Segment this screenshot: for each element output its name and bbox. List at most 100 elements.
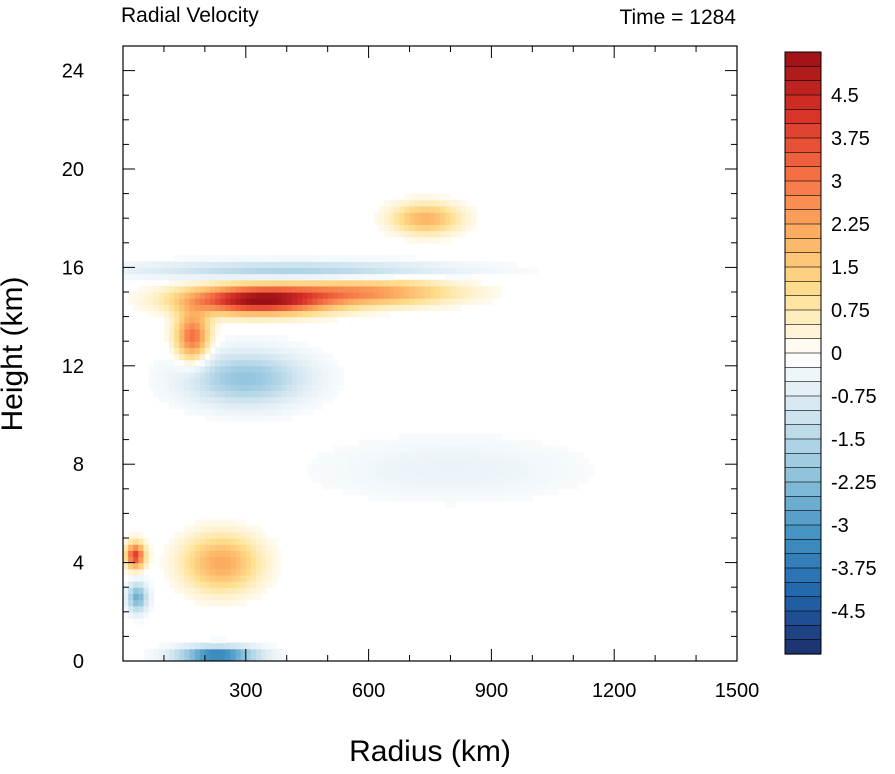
field-cell: [148, 310, 155, 318]
field-cell: [435, 261, 441, 268]
field-cell: [194, 335, 201, 342]
field-cell: [455, 261, 462, 268]
field-cell: [271, 562, 278, 570]
field-cell: [430, 488, 436, 496]
field-cell: [225, 371, 232, 379]
field-cell: [506, 488, 513, 496]
field-cell: [296, 273, 303, 281]
field-cell: [230, 556, 237, 564]
field-cell: [291, 292, 298, 299]
field-cell: [327, 378, 334, 385]
field-cell: [261, 574, 267, 582]
field-cell: [424, 439, 431, 447]
field-cell: [276, 341, 283, 348]
field-cell: [496, 292, 503, 299]
field-cell: [440, 230, 446, 238]
field-cell: [348, 310, 354, 318]
field-cell: [184, 581, 191, 588]
field-cell: [240, 384, 247, 391]
field-cell: [194, 531, 201, 539]
field-cell: [261, 292, 267, 299]
field-cell: [445, 273, 452, 281]
field-cell: [189, 359, 196, 367]
field-cell: [230, 538, 237, 545]
field-cell: [179, 304, 185, 312]
field-cell: [184, 335, 191, 342]
field-cell: [138, 617, 145, 625]
field-cell: [215, 371, 221, 379]
field-cell: [291, 298, 298, 305]
field-cell: [501, 267, 508, 275]
field-cell: [450, 464, 457, 471]
field-cell: [256, 648, 262, 656]
field-cell: [209, 353, 216, 361]
colorbar-bin: [784, 295, 822, 311]
field-cell: [501, 494, 508, 502]
field-cell: [327, 371, 334, 379]
field-cell: [204, 390, 211, 398]
field-cell: [399, 470, 406, 478]
field-cell: [394, 464, 400, 471]
field-cell: [424, 298, 431, 305]
field-cell: [450, 267, 457, 275]
field-cell: [174, 298, 180, 305]
field-cell: [486, 494, 492, 502]
field-cell: [266, 335, 272, 342]
field-cell: [225, 519, 232, 527]
field-cell: [194, 390, 201, 398]
field-cell: [491, 433, 498, 441]
field-cell: [261, 384, 267, 391]
field-cell: [358, 439, 365, 447]
field-cell: [399, 439, 406, 447]
field-cell: [424, 304, 431, 312]
field-cell: [322, 261, 329, 268]
field-cell: [399, 267, 406, 275]
field-cell: [450, 205, 457, 213]
field-cell: [460, 205, 467, 213]
field-cell: [163, 396, 170, 404]
field-cell: [496, 476, 503, 484]
field-cell: [266, 285, 272, 293]
field-cell: [153, 267, 160, 275]
field-cell: [209, 408, 216, 416]
field-cell: [143, 599, 150, 607]
field-cell: [450, 433, 457, 441]
field-cell: [138, 544, 145, 551]
field-cell: [235, 402, 242, 410]
field-cell: [235, 335, 242, 342]
field-cell: [547, 458, 554, 465]
field-cell: [261, 316, 267, 324]
field-cell: [419, 458, 426, 465]
field-cell: [343, 292, 349, 299]
field-cell: [220, 562, 226, 570]
field-cell: [383, 439, 390, 447]
field-cell: [163, 556, 170, 564]
field-cell: [373, 445, 380, 453]
field-cell: [563, 470, 569, 478]
field-cell: [189, 568, 196, 576]
field-cell: [317, 353, 324, 361]
field-cell: [240, 279, 247, 287]
field-cell: [460, 482, 467, 490]
field-cell: [235, 304, 242, 312]
field-cell: [312, 255, 319, 262]
field-cell: [123, 568, 129, 576]
field-cell: [383, 273, 390, 281]
field-cell: [542, 445, 549, 453]
field-cell: [368, 488, 375, 496]
colorbar-bin: [784, 481, 822, 497]
field-cell: [163, 654, 170, 661]
field-cell: [204, 562, 211, 570]
field-cell: [450, 279, 457, 287]
colorbar-bin: [784, 94, 822, 110]
field-cell: [563, 451, 569, 459]
field-cell: [209, 642, 216, 650]
field-cell: [256, 371, 262, 379]
field-cell: [199, 267, 206, 275]
field-cell: [266, 255, 272, 262]
field-cell: [240, 285, 247, 293]
field-cell: [383, 470, 390, 478]
field-cell: [220, 593, 226, 601]
field-cell: [261, 568, 267, 576]
field-cell: [296, 267, 303, 275]
